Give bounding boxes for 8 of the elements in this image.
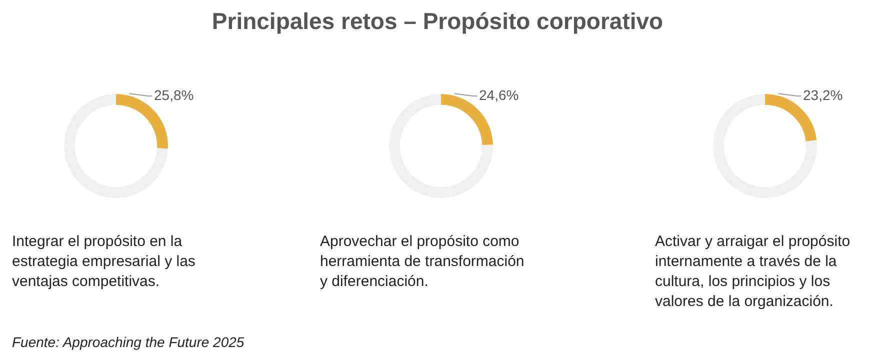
data-label: 24,6% [479,86,519,103]
text: Integrar el propósito en la estrategia empresarial y las ventajas competitivas. [12,232,196,292]
text: Aprovechar el propósito como herramienta de transformación y diferenciación. [320,232,526,292]
text: Activar y arraigar el propósito internamente a través de la cultura, los principios y los valores de la organización. [655,232,852,312]
data-label: 23,2% [803,86,843,103]
chart-title: Principales retos – Propósito corporativo [210,8,664,35]
data-label: 25,8% [154,86,194,103]
source-note: Fuente: Approaching the Future 2025 [12,334,244,350]
